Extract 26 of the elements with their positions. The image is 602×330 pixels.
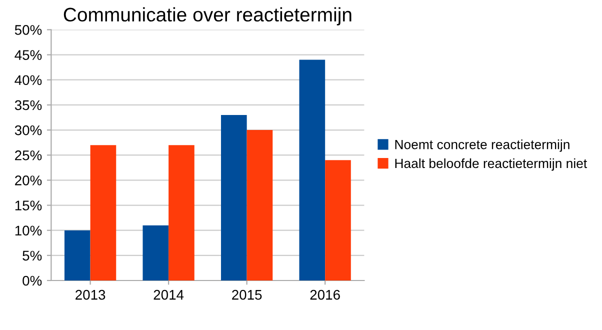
chart-title: Communicatie over reactietermijn: [64, 7, 352, 26]
y-tick-label: 15%: [15, 200, 42, 210]
y-tick-label: 40%: [14, 75, 42, 86]
x-tick-label: 2015: [232, 290, 262, 300]
x-tick-label: 2013: [76, 290, 106, 300]
bar: [90, 145, 116, 280]
y-tick-label: 5%: [22, 250, 42, 261]
bar: [299, 60, 326, 280]
x-tick-label: 2014: [154, 290, 184, 300]
y-tick-label: 35%: [14, 100, 42, 110]
x-tick-label: 2016: [310, 290, 340, 300]
y-tick-label: 50%: [14, 25, 42, 35]
bar: [142, 225, 169, 280]
y-tick-label: 30%: [14, 125, 42, 136]
y-tick-label: 0%: [22, 276, 42, 286]
legend-label: Haalt beloofde reactietermijn niet: [395, 158, 588, 171]
bar: [246, 130, 273, 280]
bar: [325, 160, 351, 280]
y-tick-label: 20%: [15, 176, 42, 186]
legend-label: Noemt concrete reactietermijn: [395, 140, 570, 152]
bar: [64, 230, 90, 280]
bar: [168, 145, 194, 280]
y-tick-label: 10%: [15, 226, 42, 236]
y-tick-label: 45%: [14, 50, 42, 60]
bar: [220, 114, 247, 280]
y-tick-label: 25%: [15, 150, 42, 160]
